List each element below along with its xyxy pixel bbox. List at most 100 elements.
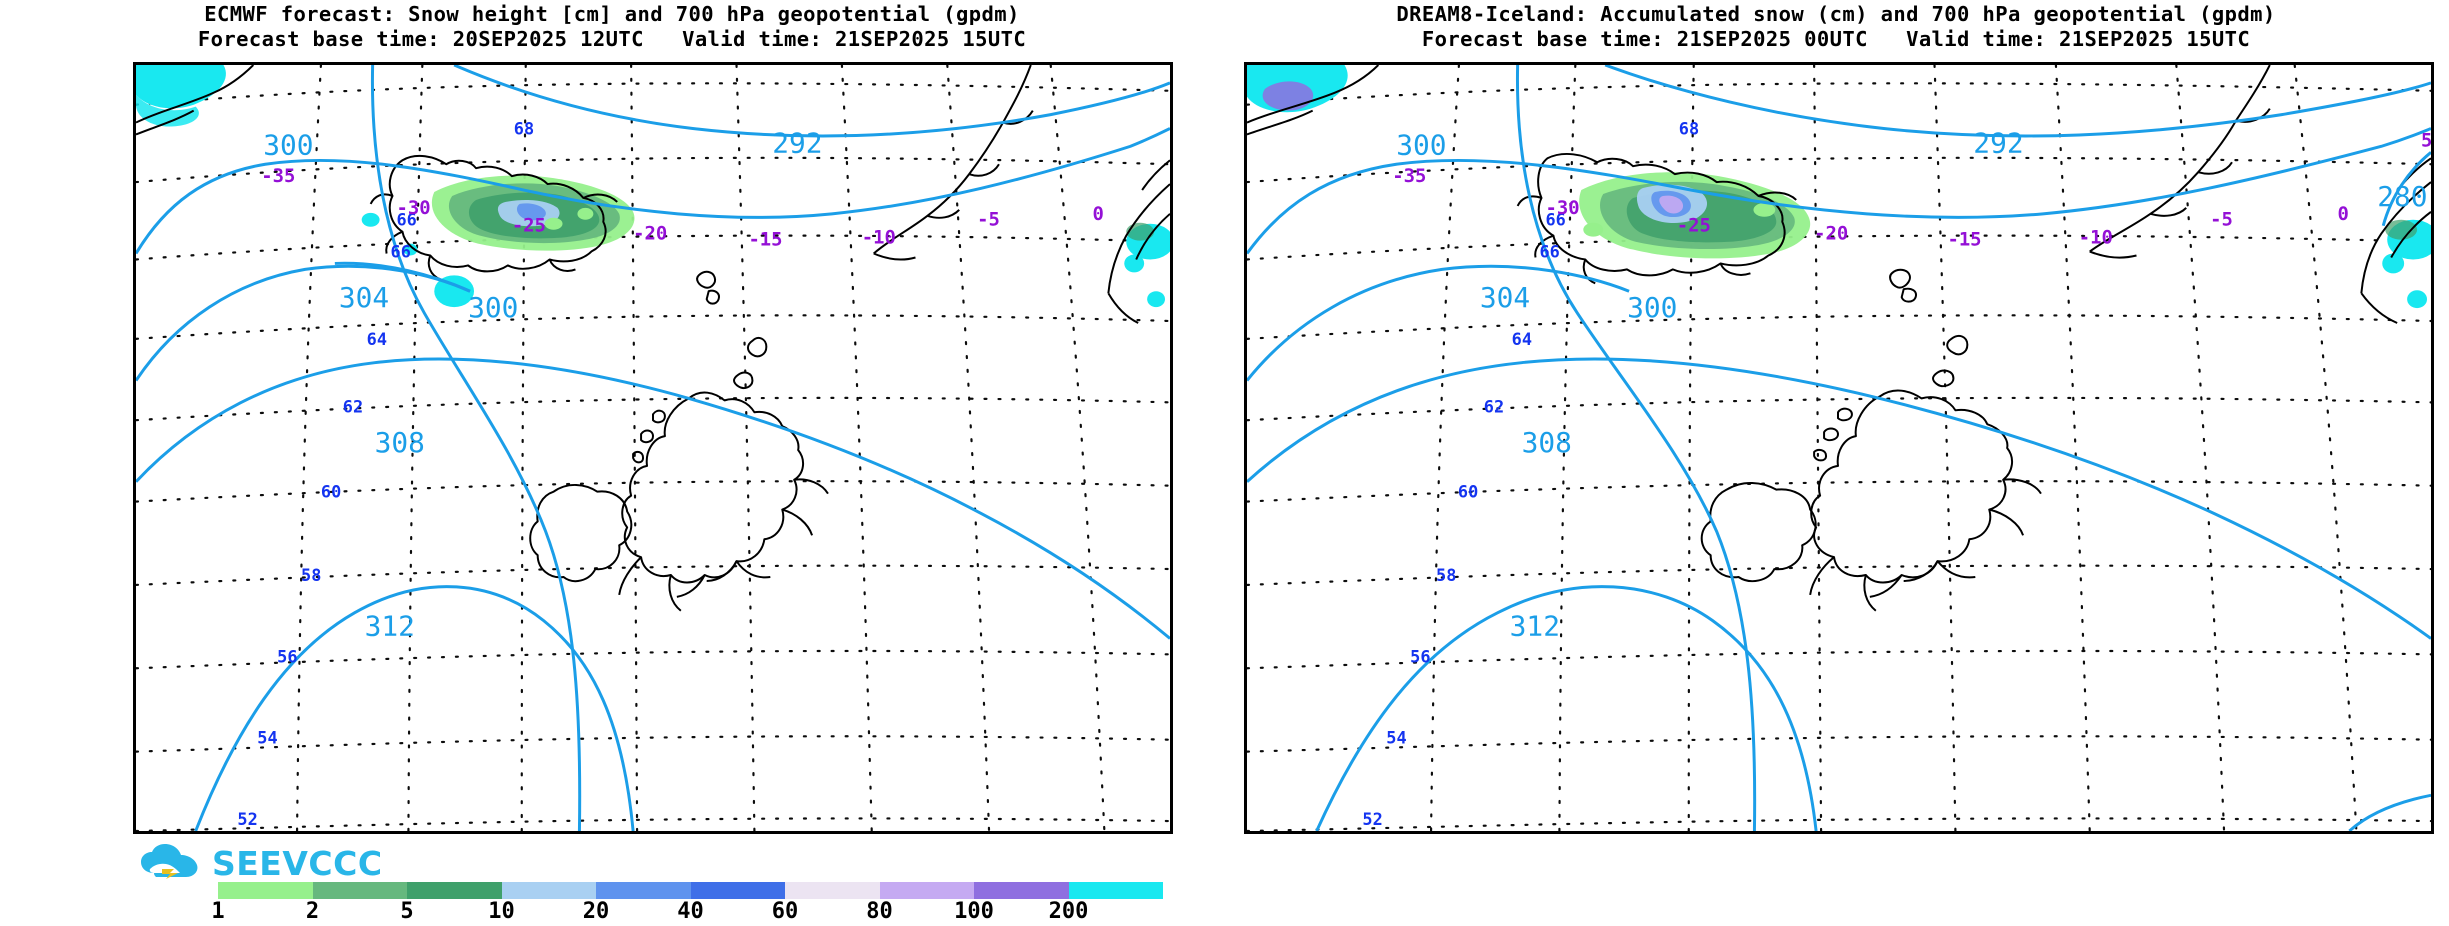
lat-label-60: 60	[1458, 482, 1478, 502]
panel-dream8-map-svg: 300 292 300 304 308 312 280 68 66 64	[1247, 65, 2431, 831]
lon-label-m20: -20	[1814, 223, 1848, 245]
contour-label-312: 312	[365, 610, 415, 643]
lon-label-m10: -10	[862, 227, 896, 249]
lat-label-54: 54	[1386, 728, 1406, 748]
lon-label-m25: -25	[1677, 215, 1711, 237]
panel-dream8: DREAM8-Iceland: Accumulated snow (cm) an…	[1224, 0, 2448, 925]
snow-shading-east	[2382, 219, 2431, 309]
colorbar-tick-10: 10	[488, 899, 515, 924]
lon-label-m5: -5	[977, 209, 1000, 231]
snow-shading-iceland	[361, 175, 635, 308]
geopotential-contours	[136, 65, 1170, 831]
seevccc-logo-left: SEEVCCC	[140, 840, 383, 886]
panel-dream8-title-line1: DREAM8-Iceland: Accumulated snow (cm) an…	[1396, 2, 2276, 26]
contour-label-300-a: 300	[263, 128, 313, 161]
panel-dream8-titles: DREAM8-Iceland: Accumulated snow (cm) an…	[1224, 2, 2448, 52]
contour-label-308: 308	[1522, 426, 1572, 459]
lon-label-m15: -15	[1947, 229, 1981, 251]
colorbar-tick-100: 100	[954, 899, 994, 924]
lat-label-58: 58	[1436, 565, 1456, 585]
lat-label-62: 62	[1484, 396, 1504, 416]
latitude-labels: 68 66 64 62 60 58 56 54 52 50 66	[1362, 118, 1699, 829]
colorbar-left-swatches	[218, 882, 1163, 899]
lat-label-66-b: 66	[396, 210, 416, 230]
panel-dream8-map[interactable]: 300 292 300 304 308 312 280 68 66 64	[1244, 62, 2434, 834]
colorbar-seg-3	[407, 882, 502, 899]
lon-label-5: 5	[2421, 129, 2431, 151]
contour-label-300-a: 300	[1396, 128, 1446, 161]
colorbar-tick-200: 200	[1048, 899, 1089, 924]
contour-label-280: 280	[2377, 180, 2427, 213]
panel-ecmwf-map-inner: 300 292 300 304 308 312 68 66 64 6	[136, 65, 1170, 831]
lon-label-m5: -5	[2210, 209, 2233, 231]
colorbar-tick-80: 80	[866, 899, 893, 924]
lon-label-m15: -15	[748, 229, 782, 251]
panel-ecmwf-map[interactable]: 300 292 300 304 308 312 68 66 64 6	[133, 62, 1173, 834]
colorbar-left-ticks: 1 2 5 10 20 40 60 80 100 200	[211, 899, 1163, 926]
colorbar-seg-1	[218, 882, 313, 899]
colorbar-tick-40: 40	[677, 899, 704, 924]
panel-ecmwf-titles: ECMWF forecast: Snow height [cm] and 700…	[0, 2, 1224, 52]
colorbar-seg-4	[501, 882, 596, 899]
colorbar-tick-1: 1	[211, 899, 225, 924]
cloud-icon	[141, 844, 198, 879]
panel-dream8-map-inner: 300 292 300 304 308 312 280 68 66 64	[1247, 65, 2431, 831]
longitude-labels: -35 -30 -25 -20 -15 -10 -5 0 5	[1392, 129, 2431, 250]
colorbar-tick-5: 5	[400, 899, 414, 924]
panel-ecmwf: ECMWF forecast: Snow height [cm] and 700…	[0, 0, 1224, 925]
longitude-labels: -35 -30 -25 -20 -15 -10 -5 0 5	[261, 165, 1104, 251]
snow-shading-east	[1124, 222, 1170, 308]
contour-label-300-b: 300	[468, 291, 518, 324]
colorbar-left: 1 2 5 10 20 40 60 80 100 200	[211, 882, 1163, 926]
colorbar-seg-9	[974, 882, 1069, 899]
lat-label-66: 66	[1540, 242, 1560, 262]
colorbar-tick-2: 2	[305, 899, 320, 924]
lon-label-m10: -10	[2079, 227, 2113, 249]
lat-label-68-a: 68	[1679, 118, 1699, 138]
panel-dream8-title-line2: Forecast base time: 21SEP2025 00UTC Vali…	[1421, 27, 2251, 51]
contour-label-308: 308	[375, 426, 425, 459]
lon-label-m35: -35	[261, 165, 295, 187]
lon-label-m30: -30	[1545, 197, 1579, 219]
lat-label-54: 54	[257, 728, 277, 748]
colorbar-seg-2	[312, 882, 407, 899]
lat-label-68-a: 68	[514, 118, 534, 138]
panel-ecmwf-title-line1: ECMWF forecast: Snow height [cm] and 700…	[204, 2, 1020, 26]
colorbar-tick-60: 60	[771, 899, 799, 924]
colorbar-seg-5	[596, 882, 691, 899]
geopotential-contour-labels: 300 292 300 304 308 312 280	[1396, 126, 2427, 642]
colorbar-seg-7	[785, 882, 880, 899]
contour-label-292: 292	[1973, 126, 2023, 159]
graticule-lines	[136, 65, 1170, 831]
lon-label-m20: -20	[633, 223, 667, 245]
latitude-labels: 68 66 64 62 60 58 56 54 52 50 66	[237, 118, 534, 829]
lon-label-m30: -30	[396, 197, 430, 219]
contour-label-300-b: 300	[1627, 291, 1677, 324]
colorbar-tick-20: 20	[582, 899, 610, 924]
snow-shading-greenland	[1247, 65, 1348, 113]
lat-label-58: 58	[301, 565, 321, 585]
lat-label-60: 60	[321, 482, 341, 502]
arrow-icon	[162, 869, 178, 879]
geopotential-contours	[1247, 65, 2431, 831]
contour-label-292: 292	[772, 126, 822, 159]
lon-label-m25: -25	[512, 215, 546, 237]
contour-label-304: 304	[339, 281, 389, 314]
contour-label-304: 304	[1480, 281, 1530, 314]
lat-label-66: 66	[391, 242, 411, 262]
seevccc-logo-text-left: SEEVCCC	[212, 843, 383, 883]
lat-label-56: 56	[1410, 646, 1430, 666]
colorbar-seg-10	[1068, 882, 1163, 899]
colorbar-seg-6	[690, 882, 785, 899]
coastlines	[136, 65, 1170, 612]
lat-label-52: 52	[1362, 809, 1382, 829]
lat-label-56: 56	[277, 646, 297, 666]
coastlines	[1247, 65, 2431, 612]
lon-label-0: 0	[1092, 203, 1103, 225]
contour-label-312: 312	[1510, 610, 1560, 643]
panel-ecmwf-title-line2: Forecast base time: 20SEP2025 12UTC Vali…	[197, 27, 1027, 51]
lat-label-64: 64	[1512, 329, 1532, 349]
panel-ecmwf-map-svg: 300 292 300 304 308 312 68 66 64 6	[136, 65, 1170, 831]
graticule-lines	[1247, 65, 2431, 831]
